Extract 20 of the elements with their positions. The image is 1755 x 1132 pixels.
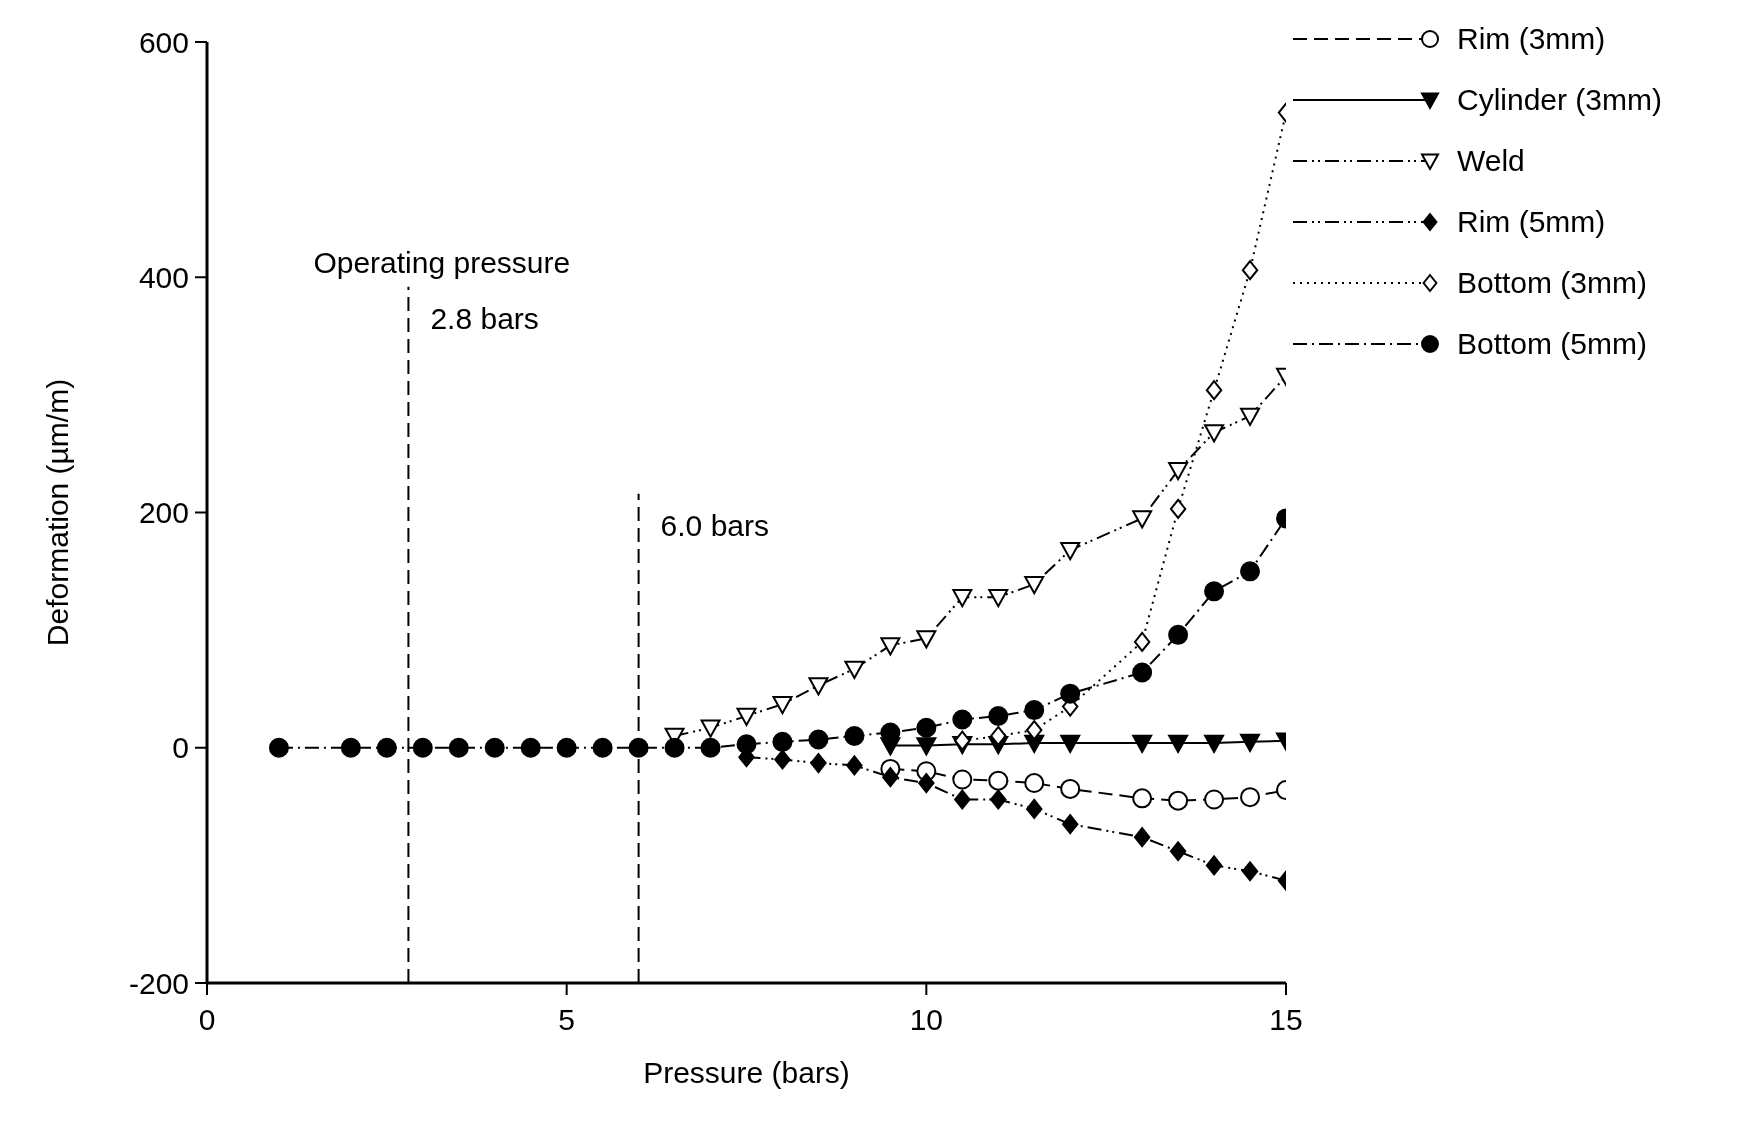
legend-label: Bottom (3mm) [1457,265,1648,300]
x-tick-label: 15 [1269,1003,1303,1037]
x-tick-label: 10 [909,1003,944,1037]
y-tick-label: 400 [138,260,189,294]
y-tick-label: -200 [128,966,189,1000]
y-tick-label: 200 [138,496,189,530]
legend-label: Rim (5mm) [1457,204,1606,239]
legend-label: Bottom (5mm) [1457,326,1648,361]
x-tick-label: 5 [558,1003,576,1037]
legend-label: Weld [1457,143,1525,178]
x-tick-label: 0 [198,1003,216,1037]
ref-line-label: 2.8 bars [430,301,539,335]
y-axis-title: Deformation (µm/m) [40,378,74,647]
ref-line-label: 6.0 bars [660,508,770,542]
annotation: Operating pressure [313,245,571,279]
y-tick-label: 600 [138,25,189,59]
legend-label: Cylinder (3mm) [1457,82,1663,117]
legend-label: Rim (3mm) [1457,21,1606,56]
x-axis-title: Pressure (bars) [643,1056,850,1089]
y-tick-label: 0 [172,731,189,765]
